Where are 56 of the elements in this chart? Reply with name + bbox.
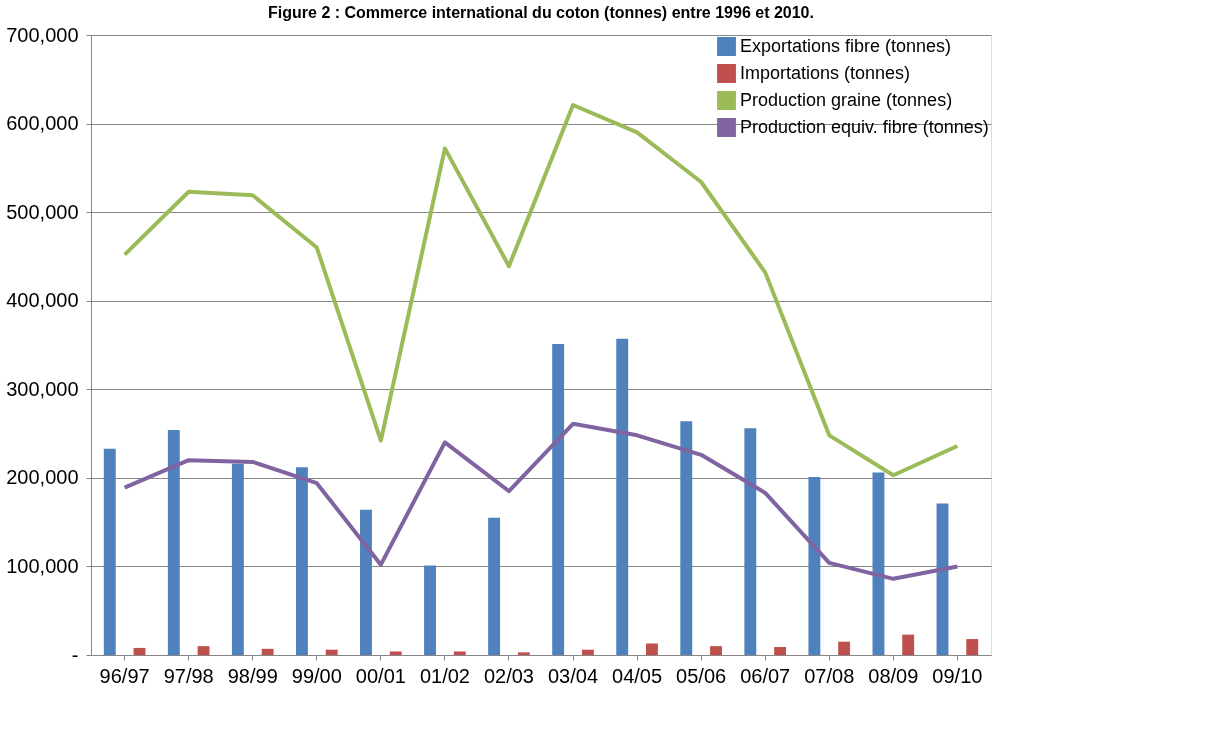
bar [838, 641, 851, 655]
bar [488, 517, 501, 655]
x-tick-label: 00/01 [355, 664, 406, 687]
legend-label: Production equiv. fibre (tonnes) [740, 116, 989, 137]
y-tick-label: 600,000 [6, 112, 79, 135]
y-tick-label: 700,000 [6, 23, 79, 46]
bar [197, 646, 210, 655]
chart-title: Figure 2 : Commerce international du coton (tonnes) entre 1996 et 2010. [268, 4, 814, 21]
x-tick-label: 99/00 [291, 664, 342, 687]
x-tick-label: 09/10 [932, 664, 983, 687]
y-tick-label: 200,000 [6, 466, 79, 489]
y-tick-label: - [71, 643, 79, 666]
bar [744, 428, 757, 655]
bar [936, 503, 949, 655]
bar [325, 649, 338, 655]
bar [581, 649, 594, 655]
bar [774, 647, 787, 655]
y-tick-label: 300,000 [6, 377, 79, 400]
bar [710, 646, 722, 655]
x-tick-label: 97/98 [163, 664, 214, 687]
bar [231, 463, 244, 655]
x-tick-label: 08/09 [868, 664, 919, 687]
legend-label: Exportations fibre (tonnes) [740, 35, 952, 56]
bar [808, 476, 821, 655]
x-tick-label: 98/99 [227, 664, 278, 687]
y-tick-label: 100,000 [6, 554, 79, 577]
bar [261, 648, 274, 655]
bar [453, 651, 466, 655]
y-tick-label: 400,000 [6, 289, 79, 312]
bar [552, 344, 565, 655]
bar [966, 639, 979, 655]
x-tick-label: 07/08 [804, 664, 855, 687]
bar [103, 448, 116, 655]
legend-label: Production graine (tonnes) [740, 89, 953, 110]
x-tick-label: 01/02 [419, 664, 470, 687]
bar [424, 565, 436, 655]
bar [167, 430, 180, 655]
bar [360, 509, 372, 655]
x-tick-label: 05/06 [676, 664, 727, 687]
legend-label: Importations (tonnes) [740, 62, 911, 83]
x-tick-label: 02/03 [483, 664, 534, 687]
bar [646, 643, 658, 655]
bar [389, 651, 402, 655]
x-tick-label: 96/97 [99, 664, 150, 687]
y-tick-label: 500,000 [6, 200, 79, 223]
x-tick-label: 04/05 [612, 664, 663, 687]
bar [295, 467, 308, 655]
bar [616, 338, 629, 655]
bar [902, 634, 915, 655]
line-series [122, 421, 960, 581]
x-tick-label: 06/07 [740, 664, 791, 687]
bar [133, 647, 146, 655]
bar [872, 472, 885, 655]
bar [517, 652, 530, 655]
x-tick-label: 03/04 [548, 664, 599, 687]
bar [680, 421, 693, 655]
